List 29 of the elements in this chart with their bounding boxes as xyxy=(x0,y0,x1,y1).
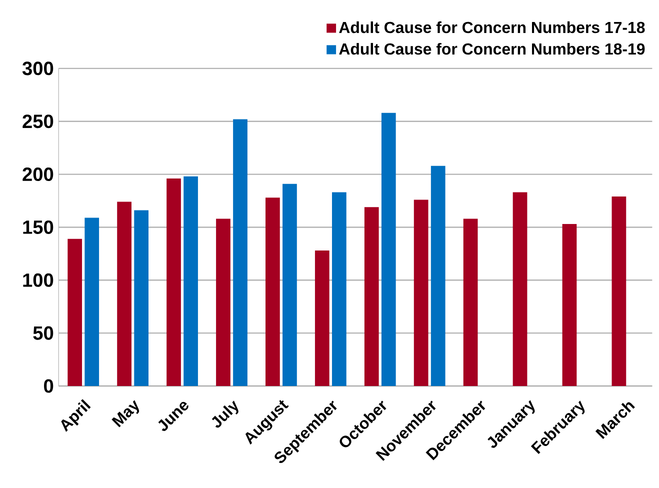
bar xyxy=(314,250,330,386)
bar xyxy=(414,200,428,386)
bar xyxy=(430,166,446,386)
bar xyxy=(612,196,626,386)
bar xyxy=(166,178,181,386)
y-tick-label: 250 xyxy=(22,114,54,128)
bar xyxy=(463,218,478,386)
bar xyxy=(233,119,248,386)
bar xyxy=(216,218,230,386)
y-tick-label: 0 xyxy=(44,379,54,393)
legend-label: Adult Cause for Concern Numbers 18-19 xyxy=(339,42,645,55)
y-tick-label: 300 xyxy=(22,62,54,76)
legend-label: Adult Cause for Concern Numbers 17-18 xyxy=(339,21,645,34)
y-tick-label: 200 xyxy=(22,167,54,182)
bar xyxy=(184,176,198,386)
bar xyxy=(512,192,528,386)
y-tick-label: 100 xyxy=(23,273,54,287)
bar xyxy=(84,218,100,386)
bar xyxy=(282,184,297,386)
bar xyxy=(117,202,132,386)
bar xyxy=(562,224,577,386)
bar xyxy=(266,198,280,386)
bar xyxy=(68,238,82,386)
bar xyxy=(134,210,148,386)
y-tick-label: 150 xyxy=(23,220,54,234)
bar xyxy=(332,192,346,386)
bar xyxy=(381,112,396,386)
bar xyxy=(364,207,379,386)
y-tick-label: 50 xyxy=(33,326,54,340)
